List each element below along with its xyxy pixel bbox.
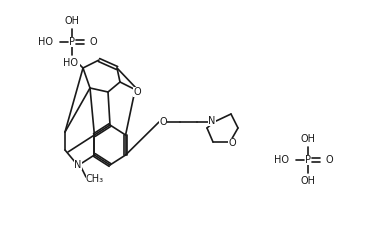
Text: P: P xyxy=(69,37,75,47)
Text: O: O xyxy=(159,117,167,127)
Text: P: P xyxy=(305,155,311,165)
Text: O: O xyxy=(133,87,141,97)
Text: N: N xyxy=(208,116,216,126)
Text: HO: HO xyxy=(63,58,78,68)
Text: O: O xyxy=(228,138,236,148)
Text: OH: OH xyxy=(301,134,316,144)
Text: CH₃: CH₃ xyxy=(86,174,104,184)
Text: HO: HO xyxy=(274,155,289,165)
Text: O: O xyxy=(90,37,98,47)
Text: OH: OH xyxy=(65,16,79,26)
Text: OH: OH xyxy=(65,58,79,68)
Text: O: O xyxy=(326,155,334,165)
Text: N: N xyxy=(74,160,82,170)
Text: OH: OH xyxy=(301,176,316,186)
Text: HO: HO xyxy=(38,37,53,47)
